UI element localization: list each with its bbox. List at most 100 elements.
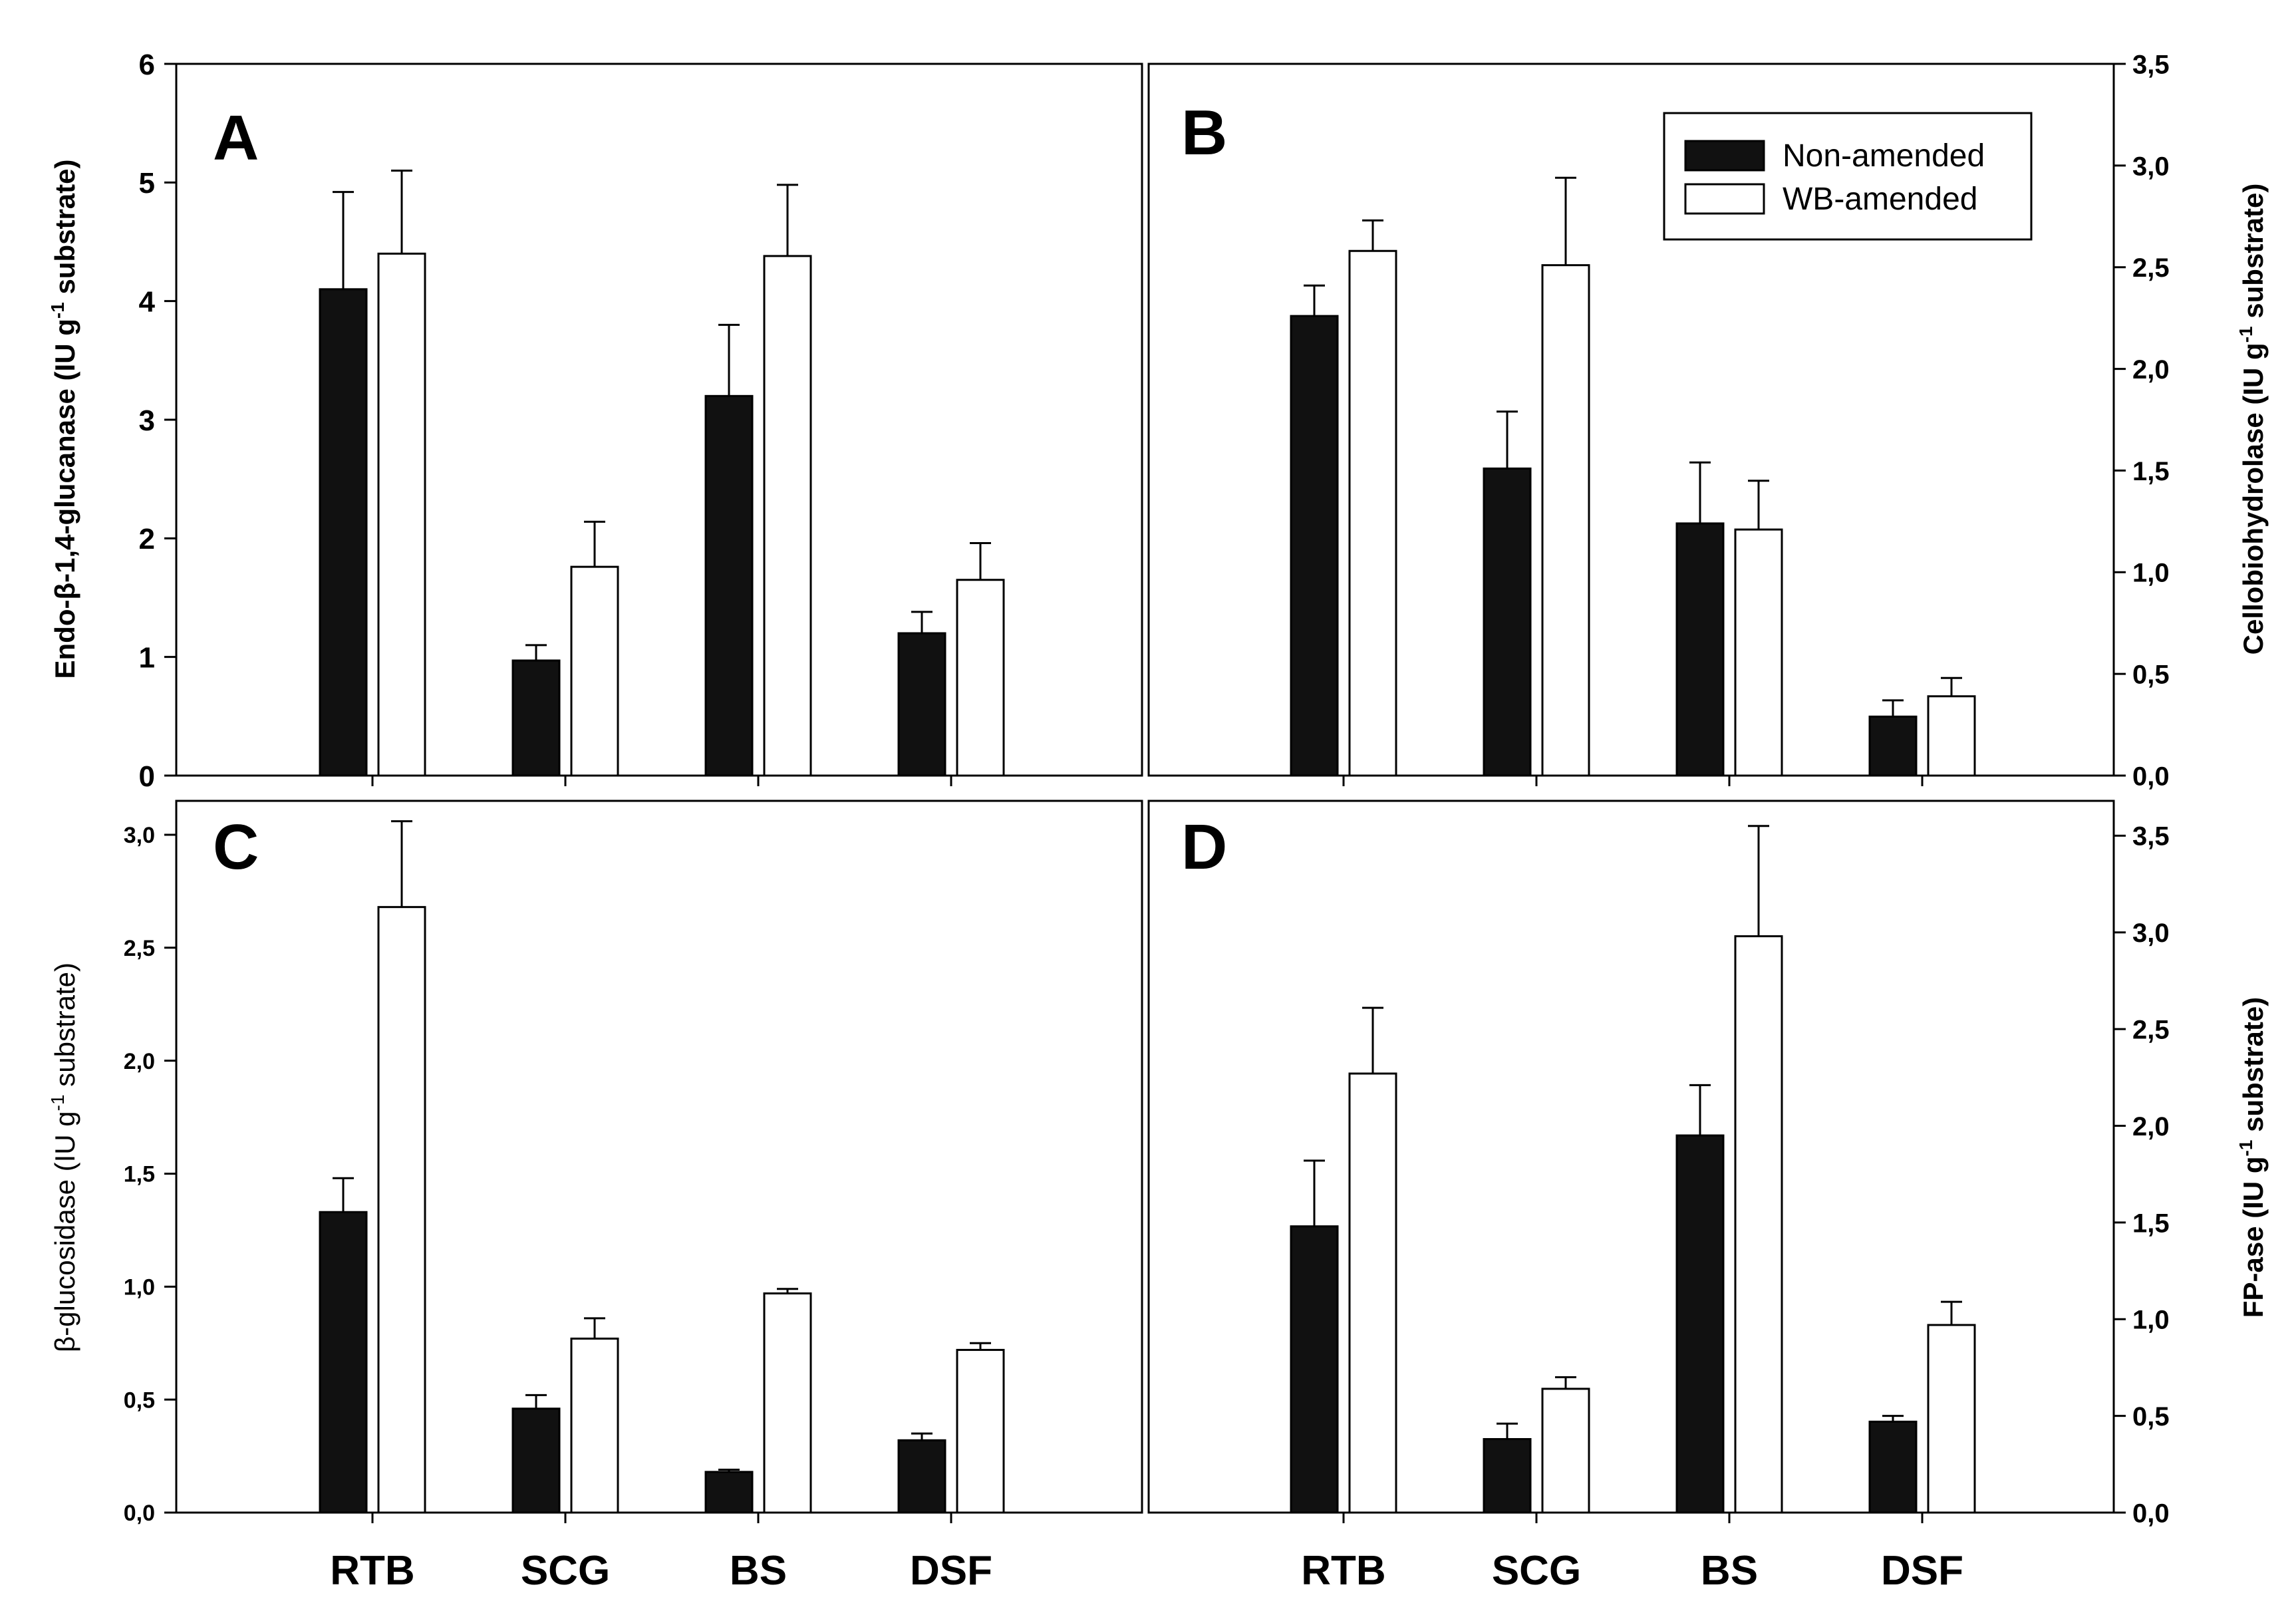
y-tick-label: 3,0 (124, 823, 155, 848)
y-tick-label: 0,5 (2132, 1402, 2170, 1431)
bar-wb-amended-rtb (1348, 249, 1397, 777)
bar-wb-amended-scg (1541, 1388, 1590, 1514)
legend-swatch-non-amended (1684, 140, 1765, 172)
panel-d-label: D (1181, 811, 1227, 883)
bar-wb-amended-dsf (1927, 1324, 1976, 1514)
bar-non-amended-dsf (897, 632, 946, 777)
panel-a-bars (319, 170, 1005, 777)
bar-non-amended-rtb (319, 1211, 368, 1514)
panel-c-label: C (213, 811, 259, 883)
panel-b-label: B (1181, 97, 1227, 168)
y-tick-label: 4 (139, 286, 156, 319)
panel-c: C 0,0 0,5 1,0 1,5 2,0 2,5 3,0 (124, 800, 1143, 1526)
category-label-bs: BS (730, 1548, 787, 1594)
y-tick-label: 0,0 (2132, 762, 2170, 791)
panel-b-y-title: Cellobiohydrolase (IU g-1 substrate) (2235, 184, 2269, 655)
y-tick-label: 1,5 (2132, 457, 2170, 486)
panel-b-y-axis: 0,0 0,5 1,0 1,5 2,0 2,5 3,0 3,5 (1342, 50, 2170, 791)
bar-non-amended-scg (511, 1407, 561, 1514)
panel-a-y-title: Endo-β-1,4-glucanase (IU g-1 substrate) (47, 160, 80, 679)
category-labels: RTB SCG BS DSF RTB SCG BS DSF (330, 1548, 1963, 1594)
panel-d: D 0,0 0,5 1,0 1,5 2,0 2,5 3,0 3,5 (1147, 800, 2170, 1528)
y-tick-label: 0,0 (124, 1501, 155, 1526)
bar-wb-amended-bs (763, 255, 812, 777)
y-tick-label: 1,5 (124, 1162, 155, 1187)
y-tick-label: 1 (139, 642, 155, 674)
bar-non-amended-rtb (1290, 315, 1339, 777)
y-tick-label: 0,0 (2132, 1499, 2170, 1528)
category-label-dsf: DSF (910, 1548, 992, 1594)
y-tick-label: 2,5 (2132, 1015, 2170, 1044)
panel-b-bars (1290, 176, 1976, 777)
panel-d-y-title: FP-ase (IU g-1 substrate) (2235, 997, 2269, 1318)
panel-c-frame (175, 800, 1143, 1514)
bar-non-amended-rtb (319, 288, 368, 777)
y-tick-label: 3,5 (2132, 50, 2170, 79)
bar-wb-amended-scg (570, 1337, 619, 1514)
y-tick-label: 2,0 (2132, 355, 2170, 384)
legend-label-non-amended: Non-amended (1783, 138, 1985, 174)
bar-wb-amended-rtb (377, 906, 426, 1514)
y-tick-label: 2 (139, 523, 155, 555)
y-tick-label: 3 (139, 404, 155, 437)
legend-box (1663, 112, 2033, 241)
panel-a-y-axis: 0 1 2 3 4 5 6 (139, 49, 952, 793)
bar-wb-amended-dsf (956, 579, 1005, 777)
bar-non-amended-scg (1483, 467, 1532, 777)
category-label-dsf: DSF (1881, 1548, 1963, 1594)
bar-non-amended-dsf (897, 1439, 946, 1514)
bar-wb-amended-rtb (377, 252, 426, 777)
panel-b: B 0,0 0,5 1,0 1,5 2,0 2,5 3,0 3,5 (1147, 50, 2170, 791)
y-tick-label: 1,0 (2132, 559, 2170, 588)
bar-wb-amended-bs (1734, 528, 1783, 777)
bar-wb-amended-scg (1541, 264, 1590, 777)
panel-a-label: A (213, 102, 259, 174)
panel-d-y-axis: 0,0 0,5 1,0 1,5 2,0 2,5 3,0 3,5 (1342, 822, 2170, 1528)
panel-a: A 0 1 2 3 4 5 6 (139, 49, 1143, 793)
bar-non-amended-scg (1483, 1438, 1532, 1514)
y-tick-label: 3,5 (2132, 822, 2170, 851)
category-label-bs: BS (1701, 1548, 1758, 1594)
category-label-scg: SCG (1492, 1548, 1581, 1594)
bar-non-amended-bs (704, 1471, 754, 1514)
panel-c-y-title: β-glucosidase (IU g-1 substrate) (47, 962, 80, 1352)
panel-c-y-axis: 0,0 0,5 1,0 1,5 2,0 2,5 3,0 (124, 823, 952, 1526)
category-label-rtb: RTB (330, 1548, 414, 1594)
panel-b-frame (1147, 63, 2115, 777)
panel-c-bars (319, 820, 1005, 1514)
y-tick-label: 0 (139, 760, 155, 793)
legend-swatch-wb-amended (1684, 183, 1765, 215)
y-tick-label: 1,5 (2132, 1209, 2170, 1238)
bar-non-amended-dsf (1868, 1420, 1918, 1514)
category-label-scg: SCG (521, 1548, 610, 1594)
category-label-rtb: RTB (1301, 1548, 1385, 1594)
legend-label-wb-amended: WB-amended (1783, 182, 1977, 217)
y-tick-label: 0,5 (124, 1388, 155, 1413)
bar-wb-amended-dsf (956, 1348, 1005, 1514)
bar-wb-amended-bs (763, 1292, 812, 1514)
y-tick-label: 3,0 (2132, 919, 2170, 948)
y-tick-label: 3,0 (2132, 152, 2170, 181)
bar-non-amended-dsf (1868, 715, 1918, 777)
y-tick-label: 2,0 (124, 1049, 155, 1074)
y-tick-label: 2,5 (2132, 253, 2170, 283)
y-tick-label: 1,0 (124, 1275, 155, 1300)
y-tick-label: 2,0 (2132, 1112, 2170, 1141)
y-tick-label: 5 (139, 167, 155, 200)
bar-wb-amended-scg (570, 565, 619, 777)
legend: Non-amended WB-amended (1663, 112, 2033, 241)
bar-non-amended-bs (1675, 1134, 1725, 1514)
panel-d-frame (1147, 800, 2115, 1514)
panel-d-bars (1290, 825, 1976, 1514)
bar-wb-amended-dsf (1927, 695, 1976, 777)
bar-wb-amended-bs (1734, 935, 1783, 1514)
y-tick-label: 2,5 (124, 936, 155, 961)
bar-non-amended-bs (704, 394, 754, 777)
bar-wb-amended-rtb (1348, 1072, 1397, 1514)
bar-non-amended-bs (1675, 522, 1725, 777)
bar-non-amended-scg (511, 659, 561, 777)
y-tick-label: 0,5 (2132, 661, 2170, 690)
y-tick-label: 1,0 (2132, 1306, 2170, 1335)
y-tick-label: 6 (139, 49, 155, 81)
